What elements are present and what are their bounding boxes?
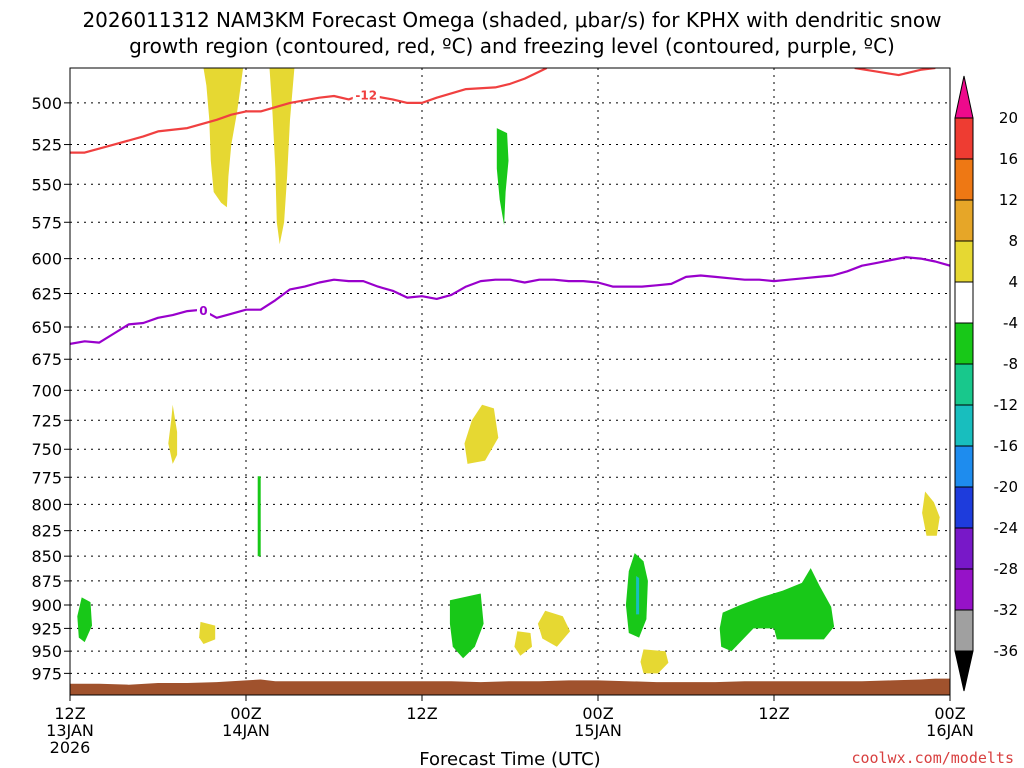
colorbar-band-10 (954, 486, 974, 529)
omega-region-7 (922, 491, 940, 536)
colorbar-band-12 (954, 568, 974, 611)
colorbar-band-11 (954, 527, 974, 570)
y-tick-label-650: 650 (31, 318, 62, 337)
x-tick-label-0-1: 12Z (54, 704, 85, 723)
y-tick-label-825: 825 (31, 522, 62, 541)
y-tick-label-700: 700 (31, 381, 62, 400)
colorbar-label-5: 4 (1008, 273, 1018, 291)
omega-region-15 (640, 649, 669, 674)
omega-region-10 (449, 593, 484, 659)
x-tick-label-48-1: 12Z (758, 704, 789, 723)
freezing-level-contour (70, 256, 950, 345)
y-tick-label-675: 675 (31, 350, 62, 369)
chart-title-line-2: growth region (contoured, red, ºC) and f… (129, 34, 895, 58)
y-tick-label-625: 625 (31, 284, 62, 303)
plot-area: -12 0 (69, 67, 951, 696)
contour-label-3: 0 (199, 304, 207, 318)
colorbar-label-8: -12 (994, 396, 1019, 414)
terrain-fill (70, 678, 950, 695)
colorbar-bottom-triangle (954, 650, 974, 692)
y-tick-label-600: 600 (31, 250, 62, 269)
omega-region-5 (464, 404, 499, 464)
colorbar-label-13: -32 (994, 601, 1019, 619)
x-tick-label-0-2: 13JAN (46, 721, 94, 740)
omega-region-4 (168, 404, 178, 464)
dendritic-contour-1 (70, 68, 548, 154)
y-tick-label-725: 725 (31, 411, 62, 430)
y-tick-label-800: 800 (31, 495, 62, 514)
y-tick-label-775: 775 (31, 468, 62, 487)
x-axis-label: Forecast Time (UTC) (419, 749, 600, 768)
colorbar-band-9 (954, 445, 974, 488)
colorbar-band-8 (954, 404, 974, 447)
y-tick-label-750: 750 (31, 440, 62, 459)
y-tick-label-550: 550 (31, 175, 62, 194)
y-axis: 500 525 550 575 600 625 650 675 700 725 750 775 800 8… (31, 94, 70, 683)
omega-region-16 (719, 568, 835, 652)
chart-title-line-1: 2026011312 NAM3KM Forecast Omega (shaded… (82, 8, 941, 32)
colorbar-band-1 (954, 117, 974, 160)
omega-region-3 (496, 128, 509, 226)
dendritic-contour-2 (854, 68, 936, 77)
colorbar-band-13 (954, 609, 974, 652)
omega-region-14 (636, 576, 640, 615)
colorbar-band-2 (954, 158, 974, 201)
credit-text: coolwx.com/modelts (851, 749, 1014, 767)
omega-region-6 (257, 476, 261, 557)
y-tick-label-900: 900 (31, 596, 62, 615)
colorbar-label-1: 20 (999, 109, 1018, 127)
colorbar-label-3: 12 (999, 191, 1018, 209)
x-tick-label-36-2: 15JAN (574, 721, 622, 740)
y-tick-label-875: 875 (31, 572, 62, 591)
x-tick-label-60-2: 16JAN (926, 721, 974, 740)
y-tick-label-850: 850 (31, 547, 62, 566)
y-tick-label-975: 975 (31, 664, 62, 683)
y-tick-label-500: 500 (31, 94, 62, 113)
colorbar-band-3 (954, 199, 974, 242)
colorbar-label-7: -8 (1003, 355, 1018, 373)
contour-label-1: -12 (355, 88, 377, 102)
omega-region-11 (537, 610, 571, 647)
contour-label-bg-3 (196, 303, 210, 318)
plot-frame (69, 67, 951, 696)
y-tick-label-525: 525 (31, 136, 62, 155)
y-tick-label-950: 950 (31, 642, 62, 661)
omega-colorbar: 20 16 12 8 4 -4 -8 -12 -16 -20 -24 -28 -32 -36 (954, 75, 1019, 692)
colorbar-label-12: -28 (994, 560, 1019, 578)
colorbar-band-7 (954, 363, 974, 406)
omega-region-12 (514, 631, 532, 656)
omega-region-9 (199, 621, 216, 644)
colorbar-band-6 (954, 322, 974, 365)
x-tick-label-12-2: 14JAN (222, 721, 270, 740)
y-tick-label-925: 925 (31, 619, 62, 638)
plot-content: -12 0 (70, 68, 950, 695)
y-tick-label-575: 575 (31, 213, 62, 232)
omega-region-8 (77, 597, 92, 643)
colorbar-label-6: -4 (1003, 314, 1018, 332)
colorbar-band-4 (954, 240, 974, 283)
colorbar-band-5 (954, 281, 974, 324)
x-tick-label-24-1: 12Z (406, 704, 437, 723)
x-tick-label-36-1: 00Z (582, 704, 613, 723)
colorbar-label-9: -16 (994, 437, 1019, 455)
colorbar-label-2: 16 (999, 150, 1018, 168)
x-tick-label-60-1: 00Z (934, 704, 965, 723)
colorbar-label-14: -36 (994, 642, 1019, 660)
omega-region-2 (269, 68, 295, 245)
contour-label-bg-1 (352, 87, 380, 102)
omega-region-1 (203, 68, 244, 208)
colorbar-label-10: -20 (994, 478, 1019, 496)
x-tick-label-12-1: 00Z (230, 704, 261, 723)
colorbar-label-4: 8 (1008, 232, 1018, 250)
colorbar-label-11: -24 (994, 519, 1019, 537)
x-tick-label-0-3: 2026 (50, 738, 91, 757)
colorbar-top-triangle (954, 75, 974, 119)
